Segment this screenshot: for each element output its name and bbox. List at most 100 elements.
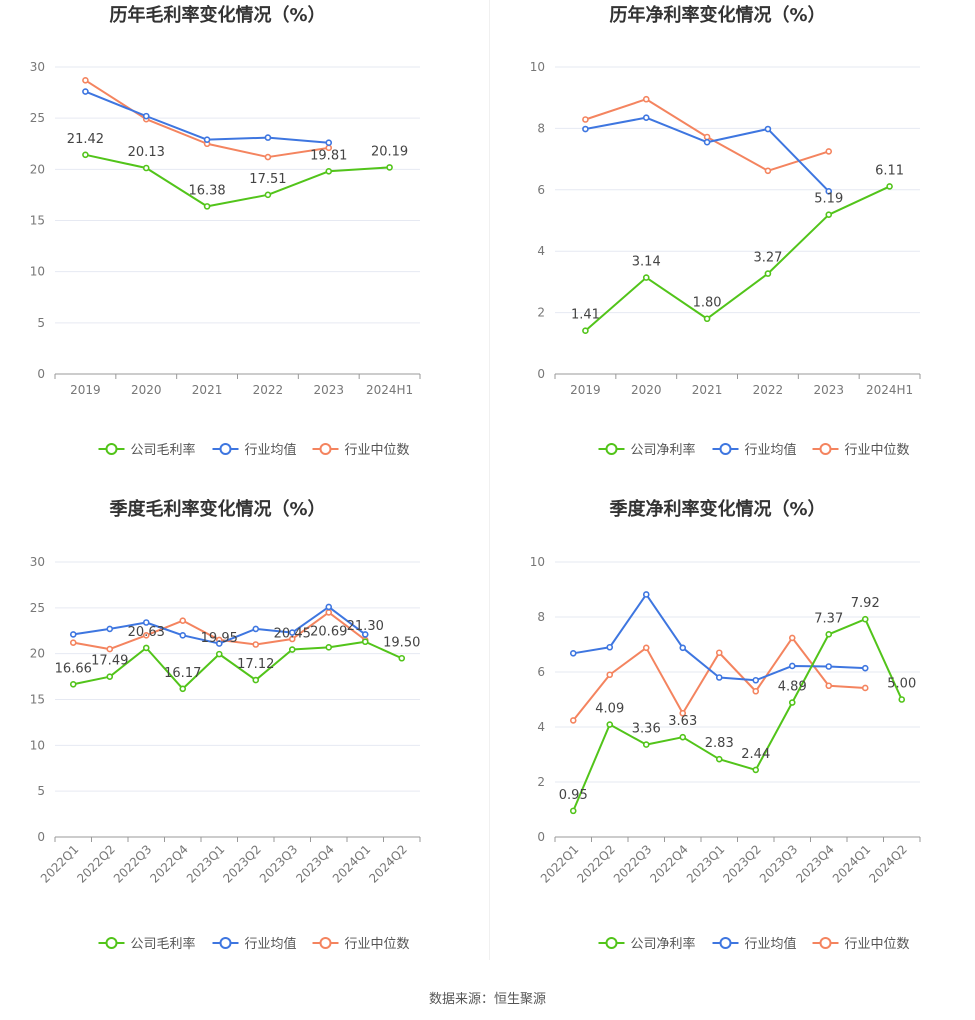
- chart-panel-1: 历年毛利率变化情况（%） 0 5 10 15 20 25 30 2019 2020 2021 2022…: [30, 4, 421, 458]
- data-label: 19.95: [201, 631, 238, 646]
- data-point: [642, 95, 650, 103]
- x-tick-label: 2024Q1: [330, 842, 374, 886]
- data-point: [325, 139, 333, 147]
- data-label: 20.45: [274, 627, 311, 642]
- legend-swatch-marker: [605, 937, 618, 949]
- data-point: [69, 680, 77, 688]
- legend-label: 行业均值: [245, 936, 297, 952]
- data-point: [82, 151, 89, 159]
- data-label: 20.63: [128, 625, 165, 640]
- legend-swatch-marker: [319, 937, 332, 949]
- data-label: 3.27: [753, 251, 782, 266]
- legend-label: 行业中位数: [345, 443, 410, 458]
- data-point: [288, 646, 296, 653]
- y-tick-label: 5: [37, 316, 45, 330]
- data-point: [861, 684, 869, 692]
- data-point: [142, 112, 150, 120]
- data-point: [606, 643, 614, 651]
- x-tick-label: 2023Q1: [684, 842, 728, 886]
- y-tick-label: 0: [37, 830, 45, 844]
- data-point: [825, 148, 833, 155]
- x-tick-label: 2022Q2: [574, 842, 618, 886]
- data-label: 1.41: [571, 308, 600, 323]
- data-label: 20.69: [310, 624, 347, 639]
- data-point: [569, 807, 577, 815]
- legend-item: 行业均值: [712, 936, 797, 952]
- x-tick-label: 2023Q3: [257, 842, 301, 886]
- x-tick-label: 2022Q3: [611, 842, 655, 886]
- data-source-note: 数据来源：恒生聚源: [428, 992, 546, 1007]
- data-point: [764, 270, 772, 277]
- data-label: 17.51: [249, 172, 286, 187]
- data-point: [825, 663, 833, 670]
- data-point: [252, 676, 260, 684]
- chart-title: 季度净利率变化情况（%）: [609, 498, 825, 520]
- data-point: [825, 682, 833, 690]
- series-line: [573, 593, 866, 682]
- data-point: [886, 183, 893, 190]
- data-point: [69, 631, 77, 638]
- x-tick-label: 2020: [631, 383, 662, 397]
- y-tick-label: 0: [537, 830, 545, 844]
- y-tick-label: 10: [530, 555, 545, 569]
- data-point: [106, 673, 114, 680]
- y-tick-label: 25: [30, 601, 45, 615]
- x-tick-label: 2022Q3: [111, 842, 155, 886]
- legend-item: 公司毛利率: [98, 442, 196, 458]
- data-label: 20.19: [371, 144, 408, 159]
- legend-item: 公司净利率: [598, 442, 696, 458]
- legend-label: 行业中位数: [845, 443, 910, 458]
- data-point: [82, 88, 89, 95]
- data-label: 7.92: [851, 596, 880, 611]
- x-tick-label: 2024Q2: [366, 842, 410, 886]
- data-point: [642, 114, 650, 121]
- data-point: [788, 699, 796, 706]
- data-point: [264, 153, 272, 161]
- data-point: [264, 134, 272, 141]
- x-tick-label: 2022: [753, 383, 784, 397]
- y-tick-label: 10: [530, 60, 545, 74]
- x-tick-label: 2024H1: [866, 383, 913, 397]
- data-point: [361, 631, 369, 638]
- data-point: [752, 687, 760, 695]
- data-label: 4.89: [778, 680, 807, 695]
- data-point: [215, 640, 223, 647]
- data-point: [825, 188, 833, 195]
- legend-swatch-marker: [219, 937, 232, 949]
- data-label: 16.17: [164, 666, 201, 681]
- y-tick-label: 4: [537, 244, 545, 258]
- legend-label: 公司毛利率: [131, 936, 196, 952]
- x-tick-label: 2022Q1: [38, 842, 82, 886]
- x-tick-label: 2023: [313, 383, 344, 397]
- data-point: [642, 741, 650, 748]
- legend-swatch-marker: [819, 443, 832, 455]
- series-line: [85, 153, 390, 208]
- legend-swatch-marker: [219, 443, 232, 455]
- data-point: [325, 603, 333, 611]
- y-tick-label: 15: [30, 693, 45, 707]
- data-label: 20.13: [128, 145, 165, 160]
- y-tick-label: 30: [30, 60, 45, 74]
- panel-divider: [489, 0, 490, 960]
- data-point: [606, 721, 614, 728]
- data-point: [752, 676, 760, 684]
- legend-swatch-marker: [719, 937, 732, 949]
- data-point: [679, 733, 687, 741]
- data-point: [325, 609, 333, 616]
- x-tick-label: 2023Q4: [293, 842, 337, 886]
- legend-item: 行业中位数: [312, 937, 410, 952]
- legend-label: 行业均值: [745, 442, 797, 458]
- data-label: 16.38: [188, 183, 225, 198]
- chart-panel-2: 历年净利率变化情况（%） 0 2 4 6 8 10 2019 2020 2021 2022 2023 2…: [530, 4, 921, 458]
- x-tick-label: 2020: [131, 383, 162, 397]
- x-tick-label: 2019: [70, 383, 101, 397]
- data-point: [715, 649, 723, 657]
- chart-title: 历年净利率变化情况（%）: [609, 4, 825, 26]
- data-label: 21.30: [347, 619, 384, 634]
- legend-item: 行业中位数: [812, 443, 910, 458]
- legend-item: 行业均值: [212, 936, 297, 952]
- x-tick-label: 2023Q2: [220, 842, 264, 886]
- data-point: [203, 203, 211, 210]
- legend-label: 行业均值: [245, 442, 297, 458]
- y-tick-label: 10: [30, 265, 45, 279]
